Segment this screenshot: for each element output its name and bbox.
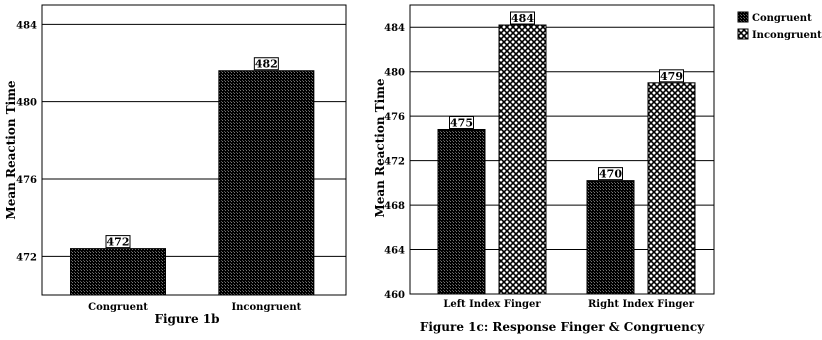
figure-1b-y-tick-label: 480 [16, 98, 37, 109]
figure-1c-category-label: Right Index Finger [588, 299, 695, 310]
figure-1c-y-tick-label: 460 [384, 290, 405, 301]
figure-1b-category-label: Congruent [88, 302, 148, 313]
figure-1c-legend: Congruent Incongruent [737, 11, 822, 41]
figure-1b-bars: 472 482 [70, 57, 315, 296]
legend-swatch [737, 11, 749, 23]
figure-1c-data-label-box [598, 167, 623, 181]
figure-1b-chart: 472 482 472 476 480 484 Congruent Incongruent… [4, 4, 347, 326]
figure-1c-chart: 475 484 470 479 460 464 468 472 476 480 484 Left … [373, 4, 822, 334]
figure-1c-data-label: 475 [450, 116, 473, 129]
figure-1b-y-axis-title: Mean Reaction Time [4, 80, 18, 219]
figure-1c-y-tick-label: 472 [384, 157, 405, 168]
figure-1b-y-tick-label: 476 [16, 175, 37, 186]
figure-1c-bar [437, 128, 486, 295]
figure-1b-bar [70, 248, 166, 296]
figure-1b-bar [218, 70, 315, 296]
figure-1c-y-tick-label: 464 [384, 246, 405, 257]
figure-1c-data-label: 470 [599, 168, 622, 181]
figure-1b-data-label: 472 [107, 236, 130, 249]
figure-1c-bar [647, 82, 696, 295]
figure-1b-data-label: 482 [255, 58, 278, 71]
figure-1c-bars: 475 484 470 479 [437, 11, 696, 295]
figure-1b-y-tick-label: 484 [16, 20, 37, 31]
figure-1c-data-label-box [659, 69, 684, 83]
figure-1c-category-label: Left Index Finger [443, 299, 541, 310]
figure-1b-y-tick-label: 472 [16, 252, 37, 263]
legend-label: Congruent [752, 13, 812, 24]
legend-label: Incongruent [752, 30, 822, 41]
figure-1c-y-ticks: 460 464 468 472 476 480 484 [384, 23, 405, 301]
figure-1c-categories: Left Index Finger Right Index Finger [443, 299, 694, 310]
figure-1b-data-label-box [105, 235, 131, 249]
figure-1b-category-label: Incongruent [231, 302, 301, 313]
figure-1b-y-ticks: 472 476 480 484 [16, 20, 37, 263]
figure-1c-y-tick-label: 484 [384, 23, 405, 34]
figure-1c-data-label: 479 [660, 70, 683, 83]
figure-1c-caption: Figure 1c: Response Finger & Congruency [420, 320, 705, 334]
figure-1c-y-tick-label: 480 [384, 68, 405, 79]
figure-1c-data-label: 484 [511, 12, 534, 25]
figure-1c-data-label-box [510, 11, 535, 25]
figure-1c-y-axis-title: Mean Reaction Time [373, 78, 387, 217]
figure-1c-y-tick-label: 468 [384, 201, 405, 212]
legend-swatch [737, 28, 749, 40]
figure-1b-data-label-box [253, 57, 279, 71]
figure-1c-y-tick-label: 476 [384, 112, 405, 123]
figure-1b-caption: Figure 1b [154, 312, 219, 326]
figure-1c-bar [498, 24, 547, 295]
figure-1c-bar [586, 180, 635, 295]
figure-1b-categories: Congruent Incongruent [88, 302, 301, 313]
figure-1c-data-label-box [449, 115, 474, 129]
